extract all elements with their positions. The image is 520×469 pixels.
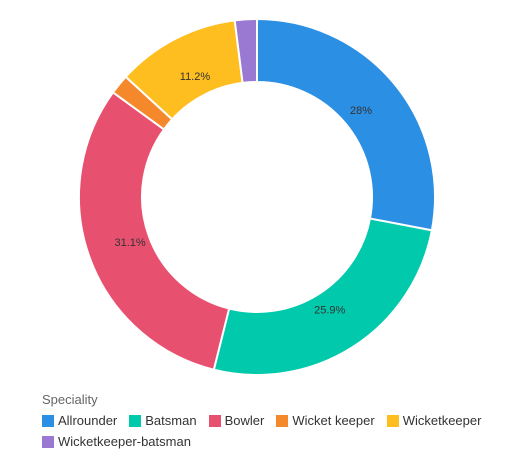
- slice-bowler[interactable]: [78, 90, 231, 371]
- legend-item-allrounder[interactable]: Allrounder: [42, 413, 117, 428]
- slice-label-wicketkeeper: 11.2%: [180, 71, 211, 83]
- legend-item-bowler[interactable]: Bowler: [208, 413, 265, 428]
- slice-batsman[interactable]: [212, 217, 434, 376]
- legend-swatch-allrounder: [42, 414, 54, 427]
- legend-label-batsman: Batsman: [145, 413, 197, 428]
- legend-swatch-wicket-keeper: [276, 414, 289, 427]
- slice-label-batsman: 25.9%: [314, 305, 345, 317]
- legend-item-batsman[interactable]: Batsman: [129, 413, 197, 428]
- legend-label-wicket-keeper: Wicket keeper: [292, 413, 375, 428]
- legend-items: Allrounder Batsman Bowler Wicket keeper Wick…: [42, 413, 512, 449]
- legend: Speciality Allrounder Batsman Bowler Wicket…: [42, 392, 512, 449]
- legend-item-wicket-keeper[interactable]: Wicket keeper: [276, 413, 375, 428]
- slice-labels: 28% 25.9% 31.1% 11.2%: [115, 71, 373, 317]
- legend-swatch-batsman: [129, 414, 142, 427]
- legend-swatch-wicketkeeper-batsman: [42, 435, 54, 448]
- legend-label-allrounder: Allrounder: [58, 413, 118, 428]
- legend-label-wicketkeeper: Wicketkeeper: [402, 413, 482, 428]
- donut-slices: [78, 17, 436, 376]
- slice-wicketkeeper-batsman[interactable]: [233, 17, 258, 85]
- legend-item-wicketkeeper-batsman[interactable]: Wicketkeeper-batsman: [42, 434, 191, 449]
- slice-label-bowler: 31.1%: [115, 237, 146, 249]
- legend-swatch-bowler: [208, 414, 221, 427]
- slice-allrounder[interactable]: [256, 17, 436, 232]
- legend-title: Speciality: [42, 392, 98, 407]
- legend-label-bowler: Bowler: [224, 413, 265, 428]
- slice-label-allrounder: 28%: [350, 105, 372, 117]
- donut-chart: 28% 25.9% 31.1% 11.2%: [78, 17, 436, 376]
- legend-swatch-wicketkeeper: [386, 414, 399, 427]
- legend-label-wicketkeeper-batsman: Wicketkeeper-batsman: [58, 434, 191, 449]
- legend-item-wicketkeeper[interactable]: Wicketkeeper: [386, 413, 482, 428]
